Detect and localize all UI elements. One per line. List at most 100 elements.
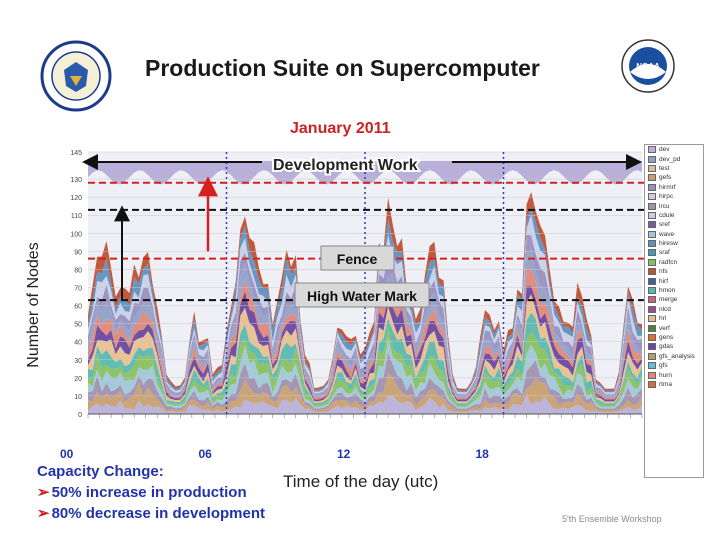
legend-item: gfs_analysis — [645, 352, 703, 361]
chart-subtitle: January 2011 — [290, 120, 391, 137]
legend-item: gens — [645, 333, 703, 342]
high-water-mark-box: High Water Mark — [294, 282, 430, 308]
legend-item: hurn — [645, 370, 703, 379]
slide-title: Production Suite on Supercomputer — [145, 55, 540, 81]
legend-label: cdule — [659, 211, 675, 219]
legend-item: rtma — [645, 380, 703, 389]
legend-label: hirmrf — [659, 183, 676, 191]
x-major-label: 12 — [337, 447, 351, 461]
legend-item: dev_pd — [645, 154, 703, 163]
high-water-mark-label: High Water Mark — [307, 288, 417, 304]
capacity-line-development: ➢ 80% decrease in development — [37, 504, 265, 522]
chart-legend: dev dev_pd test gefs hirmrf hirpc lrcu cdule sre… — [644, 144, 704, 478]
legend-label: sref — [659, 221, 670, 229]
legend-label: rtma — [659, 380, 672, 388]
legend-label: hiresw — [659, 240, 678, 248]
x-major-label: 06 — [199, 447, 213, 461]
fence-label: Fence — [337, 251, 378, 267]
y-tick-label: 60 — [74, 304, 82, 311]
footer-text: 5'th Ensemble Workshop — [562, 514, 662, 524]
legend-label: lrcu — [659, 202, 670, 210]
y-tick-label: 90 — [74, 249, 82, 256]
legend-swatch — [648, 258, 656, 266]
legend-label: gefs — [659, 174, 672, 182]
legend-label: gens — [659, 334, 674, 341]
legend-item: dev — [645, 145, 703, 154]
legend-item: cdule — [645, 211, 703, 220]
legend-swatch — [648, 296, 656, 304]
y-axis-label: Number of Nodes — [25, 242, 42, 367]
y-tick-label: 50 — [74, 322, 82, 329]
area-band — [88, 352, 642, 411]
doc-seal-logo — [40, 40, 112, 112]
legend-label: sraf — [659, 249, 670, 257]
legend-label: gfs_analysis — [659, 352, 695, 360]
y-tick-label: 120 — [70, 195, 82, 202]
fence-box: Fence — [320, 245, 395, 271]
legend-item: sraf — [645, 248, 703, 257]
legend-swatch — [648, 352, 656, 360]
legend-swatch — [648, 343, 656, 351]
legend-item: hirpc — [645, 192, 703, 201]
legend-swatch — [648, 277, 656, 285]
legend-item: hiresw — [645, 239, 703, 248]
legend-label: gdas — [659, 343, 674, 351]
legend-item: lrcu — [645, 201, 703, 210]
legend-swatch — [648, 380, 656, 388]
capacity-change-title: Capacity Change: — [37, 463, 164, 480]
legend-swatch — [648, 249, 656, 257]
capacity-line-text: 50% increase in production — [51, 484, 247, 501]
legend-label: hrl — [659, 315, 667, 323]
legend-swatch — [648, 183, 656, 191]
area-band — [88, 247, 642, 398]
legend-swatch — [648, 287, 656, 295]
legend-label: nfs — [659, 268, 668, 276]
legend-swatch — [648, 268, 656, 276]
area-band — [88, 395, 642, 414]
legend-item: hirmrf — [645, 183, 703, 192]
legend-label: radfcn — [659, 258, 678, 266]
y-tick-label: 110 — [71, 213, 82, 220]
legend-item: hrl — [645, 314, 703, 323]
legend-label: hurn — [659, 371, 673, 379]
legend-item: test — [645, 164, 703, 173]
svg-text:NOAA: NOAA — [636, 62, 660, 71]
legend-item: hmon — [645, 286, 703, 295]
legend-swatch — [648, 230, 656, 238]
legend-swatch — [648, 211, 656, 219]
legend-swatch — [648, 164, 656, 172]
legend-item: nlcd — [645, 305, 703, 314]
legend-swatch — [648, 221, 656, 229]
legend-item: sref — [645, 220, 703, 229]
legend-swatch — [648, 371, 656, 379]
legend-swatch — [648, 146, 656, 154]
legend-item: gdas — [645, 342, 703, 351]
y-tick-label: 145 — [70, 150, 82, 157]
y-tick-label: 0 — [78, 412, 82, 419]
legend-label: hmon — [659, 287, 676, 295]
area-band — [88, 373, 642, 413]
legend-swatch — [648, 305, 656, 313]
y-tick-label: 70 — [74, 286, 82, 293]
legend-item: radfcn — [645, 258, 703, 267]
legend-label: hirpc — [659, 193, 674, 201]
legend-item: nfs — [645, 267, 703, 276]
legend-swatch — [648, 334, 656, 341]
area-band — [88, 267, 642, 400]
arrow-bullet-icon: ➢ — [37, 505, 50, 522]
legend-swatch — [648, 315, 656, 323]
x-major-label: 18 — [476, 447, 490, 461]
y-tick-label: 130 — [70, 177, 82, 184]
legend-swatch — [648, 202, 656, 210]
stacked-area-chart: 0 10 20 30 40 50 60 70 80 90 100 110 120 130 145 00 06 1… — [25, 150, 650, 461]
legend-swatch — [648, 155, 656, 163]
legend-item: wave — [645, 230, 703, 239]
legend-label: test — [659, 164, 670, 172]
legend-swatch — [648, 174, 656, 182]
legend-label: merge — [659, 296, 678, 304]
legend-swatch — [648, 240, 656, 248]
legend-item: hirf — [645, 276, 703, 285]
y-tick-label: 20 — [74, 376, 82, 383]
y-tick-label: 40 — [74, 340, 82, 347]
legend-label: verf — [659, 324, 670, 332]
